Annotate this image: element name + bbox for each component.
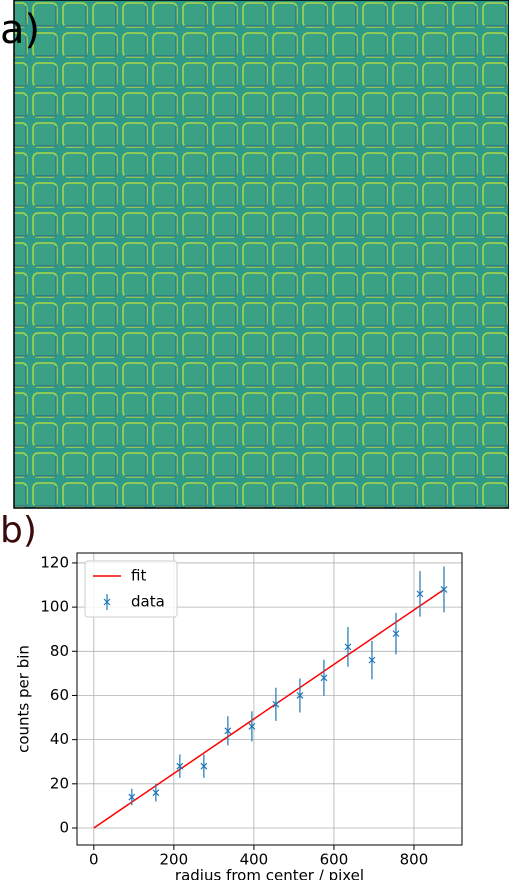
y-axis-label: counts per bin — [15, 645, 33, 753]
data-point — [320, 674, 328, 682]
x-tick-label: 400 — [240, 851, 269, 869]
x-tick-label: 800 — [400, 851, 429, 869]
image-panel: a) — [0, 0, 509, 509]
y-tick-label: 80 — [50, 642, 69, 660]
data-point — [416, 590, 424, 598]
image-frame — [13, 0, 509, 509]
y-tick-label: 100 — [40, 598, 69, 616]
panel-label: b) — [0, 510, 37, 551]
y-tick-label: 60 — [50, 686, 69, 704]
x-tick-label: 200 — [160, 851, 189, 869]
legend-swatch — [103, 598, 111, 606]
plot-frame — [76, 552, 463, 846]
data-point — [200, 762, 208, 770]
panel-label: a) — [0, 7, 40, 53]
data-point — [248, 722, 256, 730]
data-point — [272, 700, 280, 708]
image-texture — [14, 0, 509, 508]
data-point — [344, 643, 352, 651]
legend-label: data — [131, 593, 165, 611]
x-axis-label: radius from center / pixel — [175, 867, 364, 880]
data-point — [152, 789, 160, 797]
y-tick-label: 120 — [40, 553, 69, 571]
y-tick-label: 0 — [59, 818, 69, 836]
x-tick-label: 0 — [89, 851, 99, 869]
data-point — [296, 692, 304, 699]
legend-label: fit — [131, 567, 146, 585]
data-point — [368, 656, 376, 664]
y-tick-label: 20 — [50, 774, 69, 792]
data-point — [392, 630, 400, 638]
data-point — [176, 762, 184, 770]
fit-line — [93, 588, 445, 829]
data-point — [128, 793, 136, 801]
data-point — [224, 727, 232, 735]
plot: 0 200 400 600 800 0 20 40 60 80 100 120 fit data radiu… — [15, 552, 463, 880]
x-tick-label: 600 — [320, 851, 349, 869]
y-tick-label: 40 — [50, 730, 69, 748]
data-point — [440, 586, 448, 593]
